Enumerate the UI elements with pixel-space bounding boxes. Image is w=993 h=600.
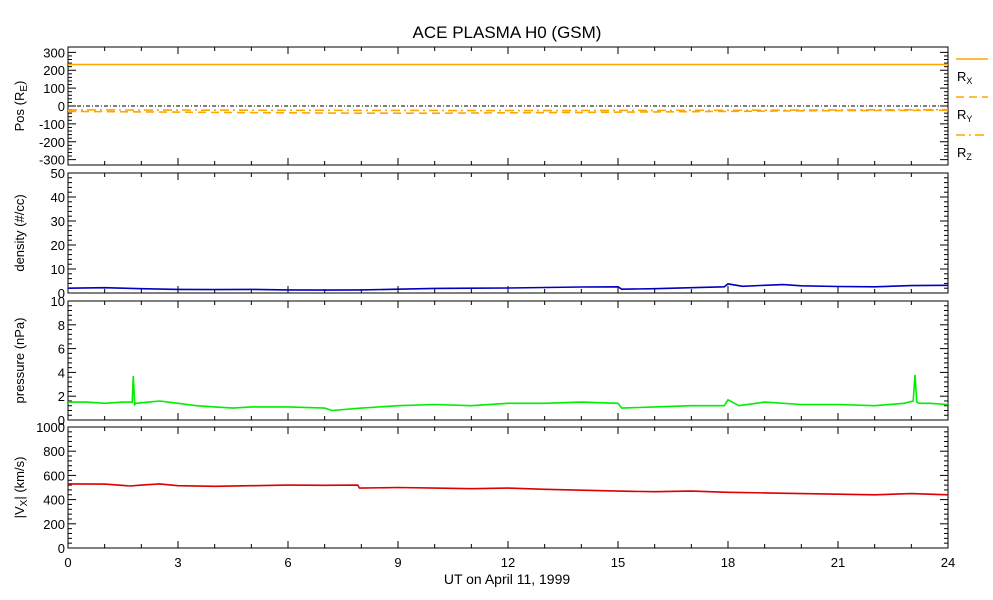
legend-label-RY: RY	[957, 107, 972, 124]
panel-3: 0 200 400 600 800 1000 |VX| (km/s) 0 3 6 9 12 15 18 21…	[12, 420, 955, 570]
y-axis-label: density (#/cc)	[12, 194, 27, 271]
y-tick-label: 1000	[36, 420, 65, 435]
chart-title: ACE PLASMA H0 (GSM)	[413, 23, 602, 42]
x-axis-label: UT on April 11, 1999	[444, 571, 571, 587]
plot-frame	[67, 300, 949, 421]
y-tick-label: 300	[43, 45, 65, 60]
x-tick-label: 18	[721, 555, 735, 570]
y-tick-label: 10	[51, 294, 65, 309]
x-tick-label: 21	[831, 555, 845, 570]
series-line-3-0	[67, 483, 949, 496]
x-tick-label: 6	[284, 555, 291, 570]
series-line-2-0	[68, 374, 949, 412]
y-tick-label: 0	[58, 99, 65, 114]
y-tick-label: 50	[51, 166, 65, 181]
series-line-1-0	[67, 283, 949, 291]
y-tick-label: 20	[51, 238, 65, 253]
y-axis-label: |VX| (km/s)	[12, 457, 30, 519]
y-tick-label: 10	[51, 262, 65, 277]
x-tick-label: 12	[501, 555, 515, 570]
y-tick-label: 30	[51, 214, 65, 229]
series-line-0-2	[67, 108, 949, 112]
y-tick-label: 0	[58, 413, 65, 428]
x-tick-label: 0	[64, 555, 71, 570]
y-tick-label: 6	[58, 342, 65, 357]
y-tick-label: -200	[39, 135, 65, 150]
y-tick-label: 40	[51, 190, 65, 205]
x-tick-label: 9	[394, 555, 401, 570]
y-tick-label: 800	[43, 444, 65, 459]
y-tick-label: 100	[43, 81, 65, 96]
y-tick-label: -100	[39, 117, 65, 132]
y-tick-label: 8	[58, 318, 65, 333]
y-tick-label: 200	[43, 517, 65, 532]
y-tick-label: 400	[43, 493, 65, 508]
y-tick-label: 0	[58, 541, 65, 556]
series-line-0-1	[67, 109, 949, 114]
y-axis-label: pressure (nPa)	[12, 318, 27, 404]
legend-label-RZ: RZ	[957, 145, 972, 162]
x-tick-label: 15	[611, 555, 625, 570]
y-axis-label: Pos (RE)	[12, 81, 30, 132]
y-tick-label: 0	[58, 286, 65, 301]
x-tick-label: 3	[174, 555, 181, 570]
y-tick-label: 2	[58, 389, 65, 404]
legend-label-RX: RX	[957, 69, 972, 86]
panel-2: 0 2 4 6 8 10 pressure (nPa)	[12, 294, 949, 428]
x-tick-label: 24	[941, 555, 955, 570]
y-tick-label: -300	[39, 153, 65, 168]
panel-1: 0 10 20 30 40 50 density (#/cc)	[12, 166, 949, 301]
plot-frame	[67, 172, 949, 294]
y-tick-label: 600	[43, 468, 65, 483]
y-tick-label: 4	[58, 365, 65, 380]
panel-0: -300 -200 -100 0 100 200 300 Pos (RE) RX RY RZ	[12, 45, 988, 168]
y-tick-label: 200	[43, 63, 65, 78]
